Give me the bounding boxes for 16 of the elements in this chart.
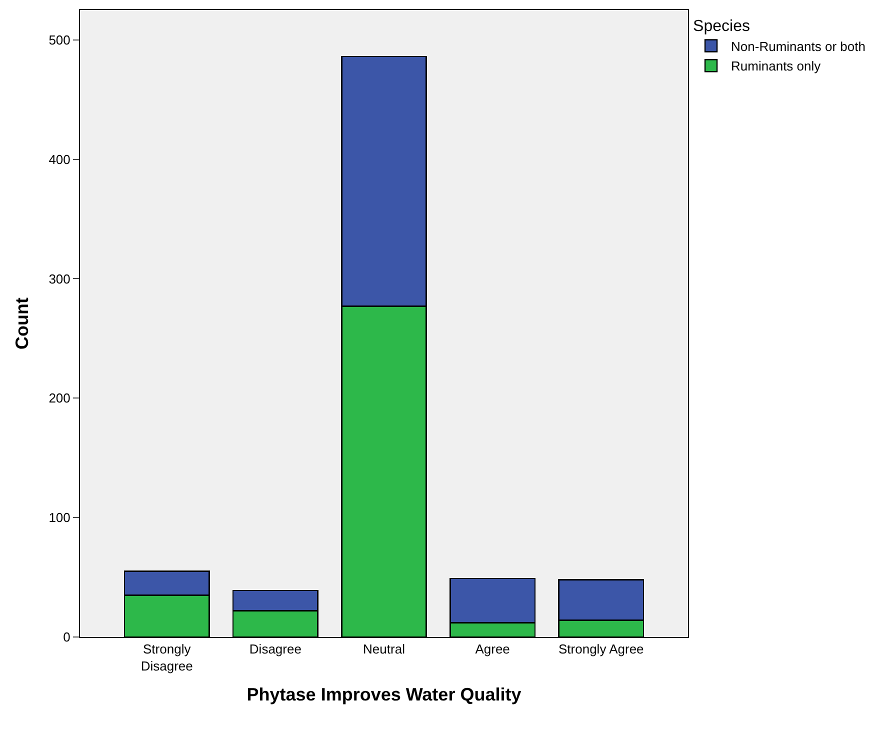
y-tick-label: 200 — [48, 390, 70, 406]
legend-label: Non-Ruminants or both — [731, 38, 866, 54]
y-tick-label: 100 — [48, 510, 70, 526]
x-tick-label: Strongly Disagree — [140, 642, 193, 674]
x-tick-label: Strongly Agree — [558, 642, 644, 657]
x-axis-title: Phytase Improves Water Quality — [246, 684, 522, 705]
y-tick-label: 0 — [63, 630, 70, 645]
legend-label: Ruminants only — [731, 58, 822, 74]
x-tick-label: Disagree — [249, 642, 302, 657]
y-tick-label: 400 — [48, 152, 70, 167]
y-tick-label: 300 — [48, 271, 70, 286]
x-tick-label: Agree — [475, 642, 510, 657]
y-tick-label: 500 — [48, 32, 70, 48]
x-tick-label: Neutral — [363, 642, 406, 657]
y-axis-title: Count — [12, 298, 32, 350]
legend-title: Species — [693, 18, 750, 35]
